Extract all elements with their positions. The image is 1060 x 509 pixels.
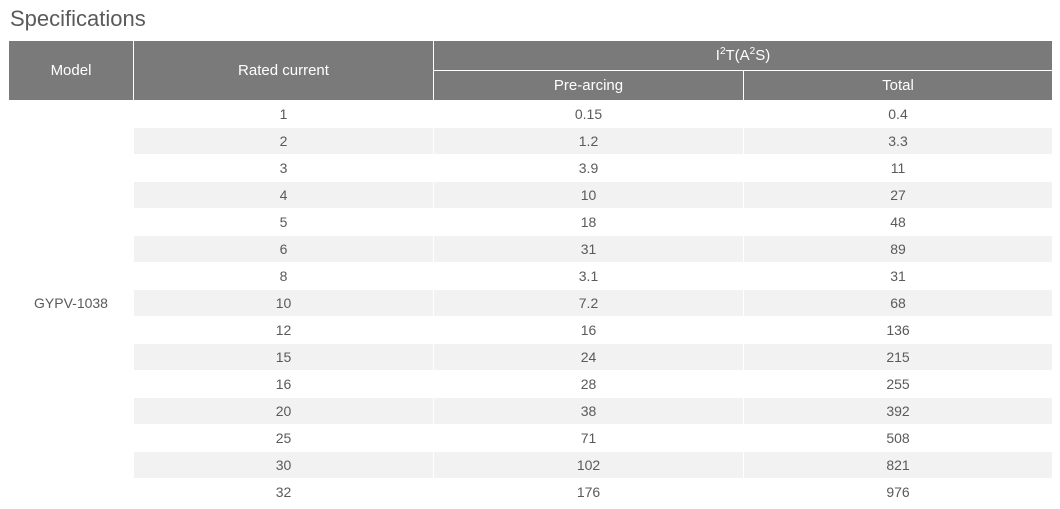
- cell-pre_arcing: 3.9: [434, 155, 744, 182]
- table-row: GYPV-103810.150.4: [9, 101, 1053, 128]
- cell-total: 136: [744, 317, 1053, 344]
- page-title: Specifications: [0, 0, 1060, 40]
- cell-pre_arcing: 38: [434, 398, 744, 425]
- cell-rated_current: 10: [134, 290, 434, 317]
- cell-pre_arcing: 31: [434, 236, 744, 263]
- specifications-table: Model Rated current I2T(A2S) Pre-arcing …: [8, 40, 1053, 506]
- table-row: 51848: [9, 209, 1053, 236]
- model-cell: GYPV-1038: [9, 101, 134, 506]
- cell-pre_arcing: 28: [434, 371, 744, 398]
- cell-total: 27: [744, 182, 1053, 209]
- col-header-model: Model: [9, 41, 134, 101]
- cell-rated_current: 4: [134, 182, 434, 209]
- cell-rated_current: 2: [134, 128, 434, 155]
- cell-total: 821: [744, 452, 1053, 479]
- table-row: 33.911: [9, 155, 1053, 182]
- table-row: 63189: [9, 236, 1053, 263]
- table-row: 1628255: [9, 371, 1053, 398]
- cell-pre_arcing: 1.2: [434, 128, 744, 155]
- cell-pre_arcing: 3.1: [434, 263, 744, 290]
- table-row: 21.23.3: [9, 128, 1053, 155]
- cell-pre_arcing: 10: [434, 182, 744, 209]
- table-row: 41027: [9, 182, 1053, 209]
- cell-rated_current: 15: [134, 344, 434, 371]
- table-row: 107.268: [9, 290, 1053, 317]
- cell-pre_arcing: 16: [434, 317, 744, 344]
- cell-rated_current: 5: [134, 209, 434, 236]
- cell-pre_arcing: 176: [434, 479, 744, 506]
- col-header-pre-arcing: Pre-arcing: [434, 71, 744, 101]
- cell-rated_current: 1: [134, 101, 434, 128]
- cell-rated_current: 3: [134, 155, 434, 182]
- col-header-i2t-group: I2T(A2S): [434, 41, 1053, 71]
- cell-total: 89: [744, 236, 1053, 263]
- table-body: GYPV-103810.150.421.23.333.9114102751848…: [9, 101, 1053, 506]
- col-header-rated-current: Rated current: [134, 41, 434, 101]
- cell-rated_current: 32: [134, 479, 434, 506]
- cell-rated_current: 20: [134, 398, 434, 425]
- cell-total: 31: [744, 263, 1053, 290]
- table-row: 2571508: [9, 425, 1053, 452]
- cell-total: 976: [744, 479, 1053, 506]
- col-header-total: Total: [744, 71, 1053, 101]
- cell-rated_current: 25: [134, 425, 434, 452]
- cell-rated_current: 12: [134, 317, 434, 344]
- cell-rated_current: 16: [134, 371, 434, 398]
- cell-total: 215: [744, 344, 1053, 371]
- cell-pre_arcing: 102: [434, 452, 744, 479]
- cell-total: 0.4: [744, 101, 1053, 128]
- cell-total: 508: [744, 425, 1053, 452]
- cell-rated_current: 30: [134, 452, 434, 479]
- cell-total: 11: [744, 155, 1053, 182]
- cell-total: 48: [744, 209, 1053, 236]
- table-row: 32176976: [9, 479, 1053, 506]
- table-row: 83.131: [9, 263, 1053, 290]
- cell-pre_arcing: 7.2: [434, 290, 744, 317]
- cell-total: 68: [744, 290, 1053, 317]
- table-row: 30102821: [9, 452, 1053, 479]
- cell-pre_arcing: 24: [434, 344, 744, 371]
- cell-total: 3.3: [744, 128, 1053, 155]
- cell-pre_arcing: 0.15: [434, 101, 744, 128]
- table-row: 2038392: [9, 398, 1053, 425]
- cell-rated_current: 6: [134, 236, 434, 263]
- cell-pre_arcing: 18: [434, 209, 744, 236]
- cell-total: 392: [744, 398, 1053, 425]
- cell-total: 255: [744, 371, 1053, 398]
- table-row: 1216136: [9, 317, 1053, 344]
- table-row: 1524215: [9, 344, 1053, 371]
- cell-rated_current: 8: [134, 263, 434, 290]
- cell-pre_arcing: 71: [434, 425, 744, 452]
